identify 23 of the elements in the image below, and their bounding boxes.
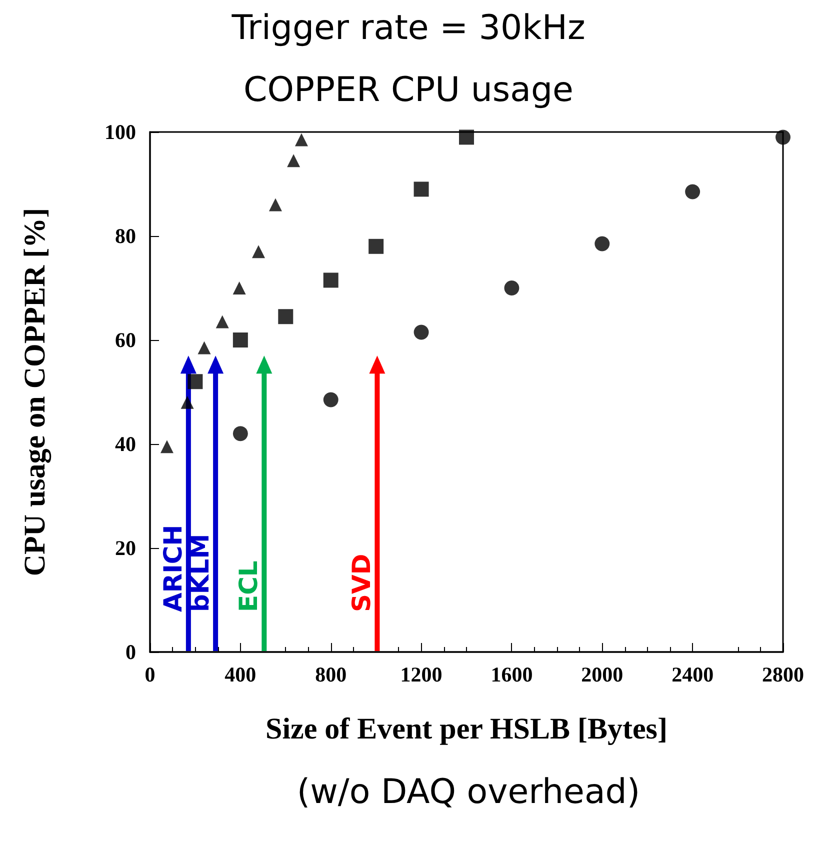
x-tick-label: 0 — [144, 662, 156, 686]
x-tick-label: 1600 — [490, 662, 533, 686]
ref-line-label: ARICH — [158, 524, 188, 612]
x-tick-label: 2800 — [762, 662, 804, 686]
ref-line-label: bKLM — [186, 534, 215, 612]
chart-subtitle: COPPER CPU usage — [242, 70, 574, 110]
chart-title: Trigger rate = 30kHz — [230, 8, 586, 48]
y-tick-label: 20 — [115, 536, 136, 560]
y-tick-label: 60 — [115, 328, 136, 352]
text: (w/o DAQ overhead) — [296, 772, 642, 812]
y-tick-label: 80 — [115, 224, 136, 248]
x-tick-label: 400 — [224, 662, 256, 686]
y-tick-label: 40 — [115, 432, 136, 456]
x-tick-label: 1200 — [400, 662, 442, 686]
x-tick-label: 2400 — [672, 662, 714, 686]
x-tick-label: 2000 — [581, 662, 624, 686]
x-axis-title: Size of Event per HSLB [Bytes] — [266, 712, 668, 746]
y-axis-title: CPU usage on COPPER [%] — [18, 208, 52, 576]
x-tick-label: 800 — [315, 662, 347, 686]
ref-line-label: SVD — [347, 554, 376, 612]
y-tick-label: 0 — [126, 640, 136, 664]
ref-line-label: ECL — [234, 560, 264, 612]
y-tick-label: 100 — [104, 120, 136, 144]
